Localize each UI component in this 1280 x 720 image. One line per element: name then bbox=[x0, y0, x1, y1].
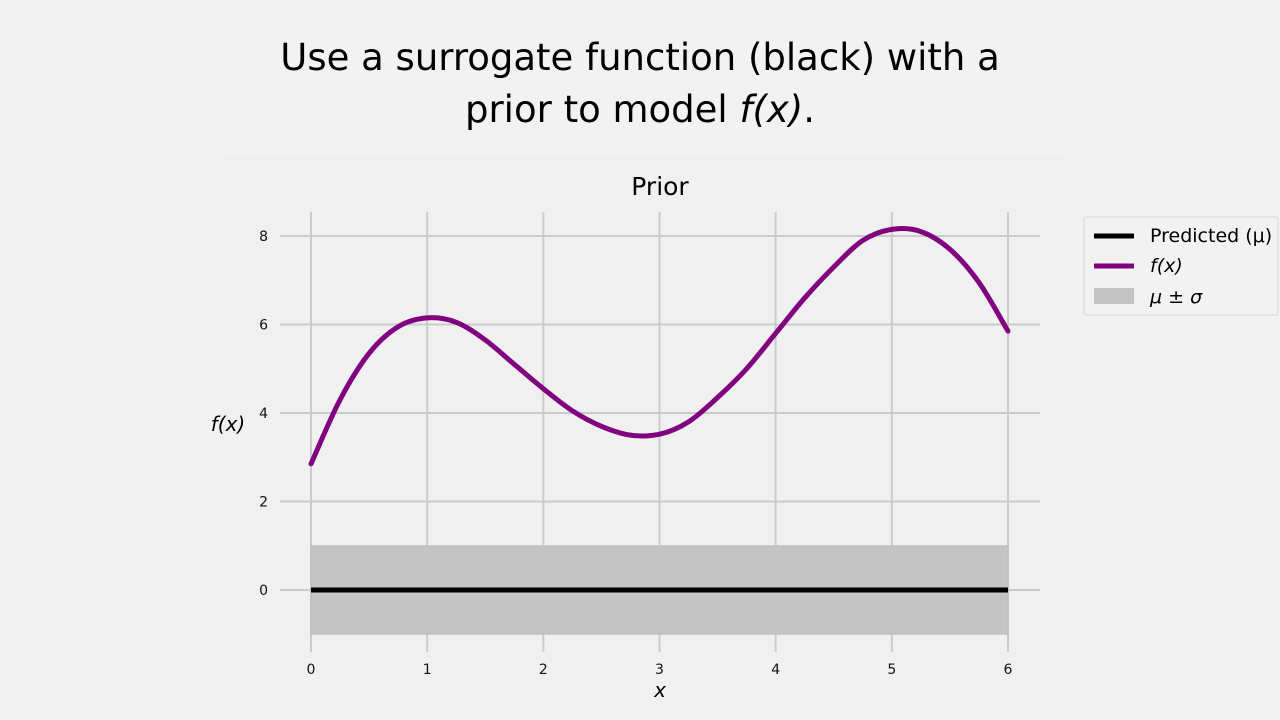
y-tick-label: 6 bbox=[259, 318, 268, 334]
legend-band-label: μ ± σ bbox=[1149, 286, 1203, 308]
x-axis-label: x bbox=[653, 678, 666, 702]
slide-title-line-2-suffix: . bbox=[803, 88, 816, 131]
x-tick-label: 6 bbox=[1004, 662, 1013, 678]
legend: Predicted (μ) f(x) μ ± σ bbox=[1083, 216, 1279, 316]
x-tick-label: 1 bbox=[423, 662, 432, 678]
x-tick-label: 3 bbox=[655, 662, 664, 678]
chart-title: Prior bbox=[631, 172, 689, 201]
x-tick-label: 0 bbox=[307, 662, 316, 678]
y-tick-label: 4 bbox=[259, 406, 268, 422]
y-axis-label: f(x) bbox=[211, 412, 245, 436]
slide-title-line-2-prefix: prior to model bbox=[464, 88, 740, 131]
legend-predicted-label: Predicted (μ) bbox=[1150, 225, 1272, 247]
y-tick-label: 2 bbox=[259, 495, 268, 511]
x-tick-labels: 0 1 2 3 4 5 6 bbox=[307, 662, 1013, 678]
legend-fx-label: f(x) bbox=[1150, 255, 1183, 277]
slide-title-line-1: Use a surrogate function (black) with a bbox=[280, 36, 1000, 79]
legend-band-swatch bbox=[1094, 288, 1134, 304]
slide-title: Use a surrogate function (black) with a … bbox=[0, 32, 1280, 136]
x-tick-label: 4 bbox=[771, 662, 780, 678]
slide-title-fx: f(x) bbox=[739, 88, 804, 131]
fx-line bbox=[308, 226, 1011, 467]
y-tick-label: 8 bbox=[259, 229, 268, 245]
y-tick-label: 0 bbox=[259, 583, 268, 599]
slide-title-line-2: prior to model f(x). bbox=[0, 84, 1280, 136]
y-tick-labels: 0 2 4 6 8 bbox=[259, 229, 268, 599]
x-tick-label: 5 bbox=[887, 662, 896, 678]
x-tick-label: 2 bbox=[539, 662, 548, 678]
